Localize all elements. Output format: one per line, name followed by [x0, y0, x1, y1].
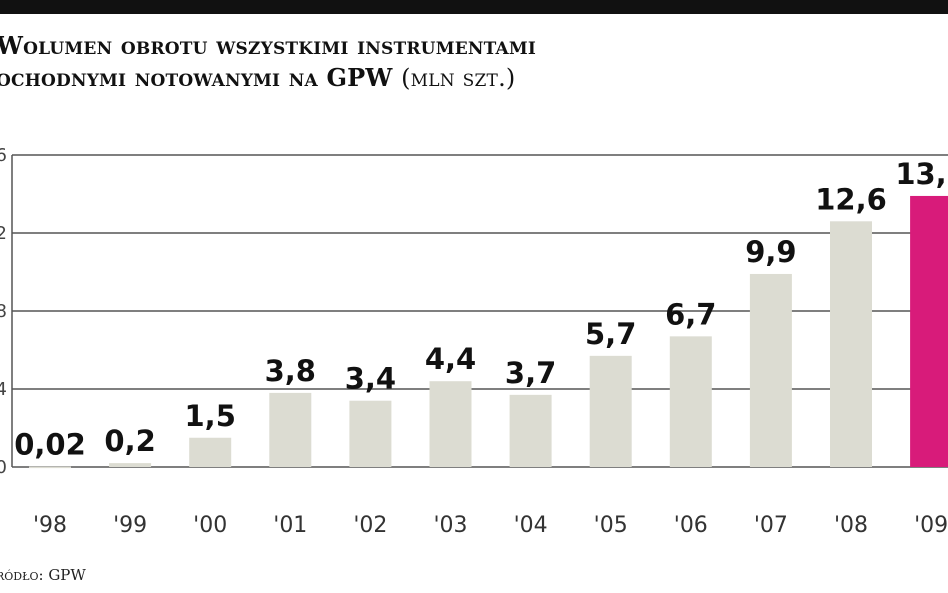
- bar: [830, 221, 872, 467]
- bar: [589, 355, 632, 467]
- title-unit: (mln szt.): [401, 64, 516, 92]
- x-tick-label: '03: [433, 513, 467, 538]
- bar: [189, 437, 232, 467]
- y-tick-label: 4: [0, 379, 7, 400]
- x-tick-label: '06: [674, 513, 708, 538]
- data-label: 12,6: [815, 182, 887, 216]
- data-label: 3,7: [505, 356, 556, 390]
- title-line-2-text: ochodnymi notowanymi na GPW: [0, 63, 393, 92]
- bar: [269, 392, 312, 467]
- data-label: 9,9: [745, 235, 796, 269]
- bar: [669, 336, 712, 467]
- x-tick-label: '01: [273, 513, 307, 538]
- data-label: 4,4: [425, 342, 476, 376]
- data-label: 0,02: [14, 428, 86, 462]
- data-label: 6,7: [665, 297, 716, 331]
- source-note: ródło: GPW: [0, 566, 86, 584]
- x-tick-label: '02: [353, 513, 387, 538]
- top-bar: [0, 0, 948, 14]
- data-label: 3,4: [345, 362, 396, 396]
- data-label: 5,7: [585, 317, 636, 351]
- bar: [349, 400, 392, 467]
- x-tick-label: '98: [33, 513, 67, 538]
- bar: [910, 195, 948, 467]
- title-line-1: Wolumen obrotu wszystkimi instrumentami: [0, 31, 537, 60]
- chart-title: Wolumen obrotu wszystkimi instrumentami …: [0, 30, 536, 94]
- y-tick-label: 12: [0, 223, 7, 244]
- x-tick-label: '05: [594, 513, 628, 538]
- data-label: 3,8: [265, 354, 316, 388]
- x-tick-label: '00: [193, 513, 227, 538]
- x-tick-label: '04: [514, 513, 548, 538]
- bar: [429, 381, 472, 467]
- x-tick-label: '08: [834, 513, 868, 538]
- bar: [29, 466, 71, 469]
- x-tick-label: '07: [754, 513, 788, 538]
- x-tick-label: '99: [113, 513, 147, 538]
- title-line-2: ochodnymi notowanymi na GPW (mln szt.): [0, 62, 536, 94]
- y-tick-label: 8: [0, 301, 7, 322]
- data-label: 1,5: [185, 399, 236, 433]
- y-tick-label: 16: [0, 145, 7, 166]
- bar: [509, 394, 552, 467]
- x-tick-label: '09: [914, 513, 948, 538]
- data-label: 0,2: [104, 424, 155, 458]
- data-label: 13,9: [895, 157, 948, 191]
- bar: [749, 273, 792, 467]
- bar: [109, 463, 152, 467]
- y-tick-label: 0: [0, 457, 7, 478]
